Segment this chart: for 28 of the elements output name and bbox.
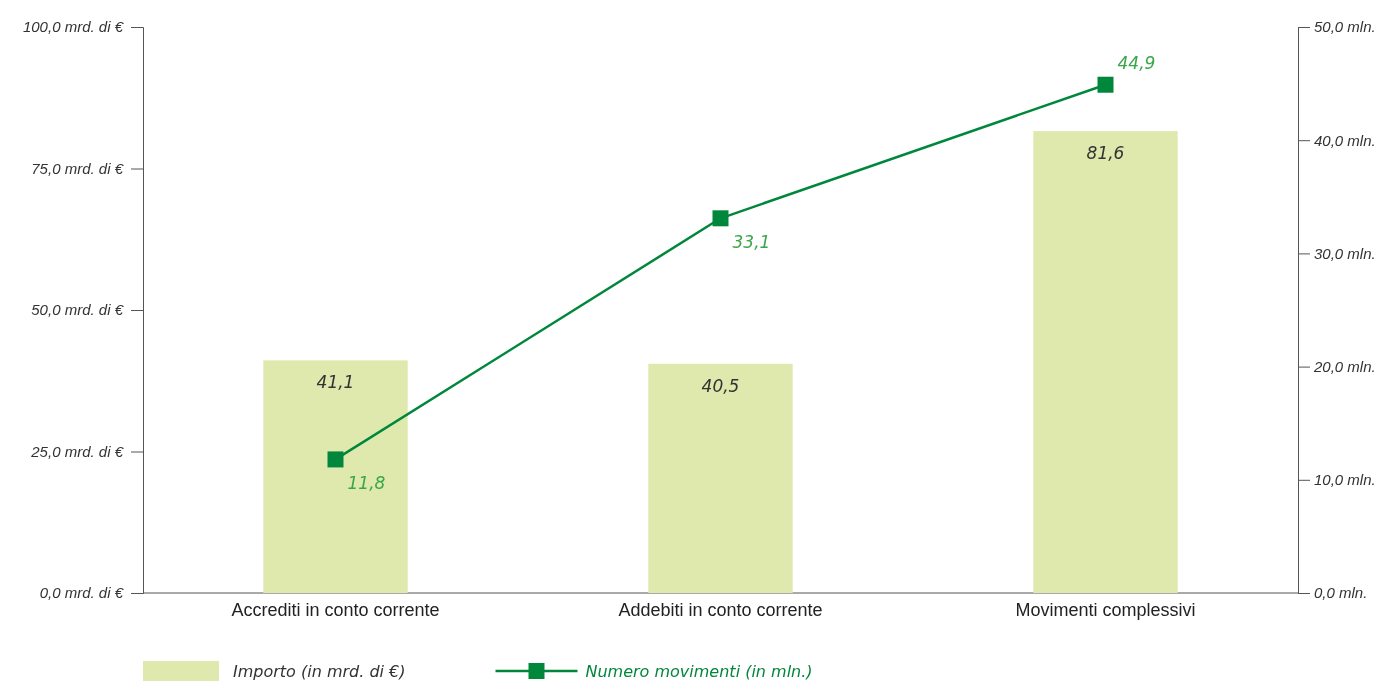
y2-tick-label: 40,0 mln.	[1314, 131, 1376, 149]
data-label: 41,1	[316, 372, 355, 393]
point	[1097, 76, 1114, 93]
y-tick-label: 0,0 mrd. di €	[39, 584, 124, 602]
y-tick-label: 100,0 mrd. di €	[22, 18, 124, 36]
x-tick-label: Movimenti complessivi	[1015, 599, 1196, 620]
y2-tick-label: 20,0 mln.	[1313, 357, 1376, 375]
y2-tick-label: 30,0 mln.	[1314, 244, 1376, 262]
y-tick-label: 75,0 mrd. di €	[31, 159, 124, 177]
x-tick-label: Addebiti in conto corrente	[618, 599, 823, 620]
text: Numero movimenti (in mln.)	[585, 662, 813, 681]
x-tick-label: Accrediti in conto corrente	[231, 599, 440, 620]
data-label: 81,6	[1086, 143, 1125, 164]
data-label: 40,5	[701, 375, 740, 396]
bar	[1033, 131, 1178, 593]
y2-tick-label: 50,0 mln.	[1314, 18, 1376, 36]
y2-tick-label: 10,0 mln.	[1314, 471, 1376, 489]
point	[327, 451, 344, 468]
y-tick-label: 25,0 mrd. di €	[30, 442, 124, 460]
y-tick-label: 50,0 mrd. di €	[31, 301, 124, 319]
data-label: 33,1	[732, 232, 771, 253]
y2-tick-label: 0,0 mln.	[1314, 584, 1368, 602]
point	[712, 210, 729, 227]
bar	[648, 363, 793, 593]
data-label: 11,8	[347, 473, 386, 494]
legend-label: Importo (in mrd. di €)	[233, 662, 406, 681]
bar	[263, 360, 408, 593]
data-label: 44,9	[1117, 52, 1156, 73]
